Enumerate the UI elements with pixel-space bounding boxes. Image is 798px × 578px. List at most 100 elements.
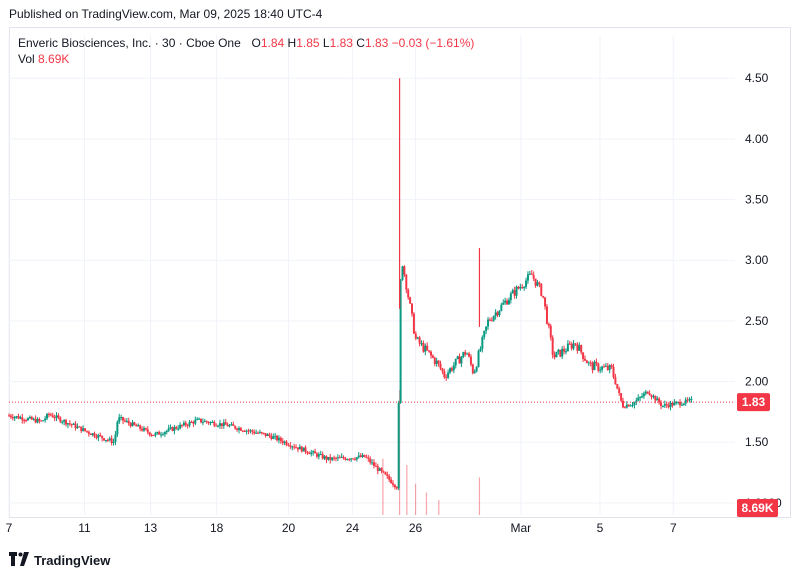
candle-body — [637, 397, 640, 401]
candle-body — [177, 428, 180, 430]
candle-body — [601, 366, 604, 370]
candle-body — [376, 466, 379, 471]
candle-body — [635, 400, 638, 403]
candle-body — [652, 396, 655, 398]
candle-body — [496, 312, 499, 316]
candle-body — [344, 458, 347, 460]
candle-body — [663, 404, 666, 406]
candle-body — [84, 428, 87, 431]
candle-body — [175, 427, 178, 429]
candle-body — [319, 454, 322, 456]
candle-body — [405, 274, 408, 290]
candle-body — [462, 352, 465, 358]
candle-body — [258, 432, 261, 434]
candle-body — [108, 438, 111, 441]
candle-body — [224, 422, 227, 425]
candle-body — [582, 352, 585, 359]
candle-body — [542, 295, 545, 298]
candle-body — [49, 414, 52, 416]
candle-body — [639, 397, 642, 399]
candle-body — [452, 365, 455, 371]
footer-brand[interactable]: TradingView — [9, 552, 110, 569]
candle-body — [276, 435, 279, 441]
candle-body — [591, 362, 594, 371]
candle-body — [568, 343, 571, 345]
candle-body — [215, 425, 218, 427]
candle-body — [47, 414, 50, 416]
candle-body — [646, 391, 649, 394]
candle-body — [201, 421, 204, 423]
candle-body — [570, 344, 573, 349]
candle-body — [517, 286, 520, 289]
candle-body — [302, 447, 305, 452]
candle-body — [544, 297, 547, 307]
candle-body — [97, 434, 100, 438]
time-tick-label: 13 — [144, 521, 158, 535]
candle-body — [125, 420, 128, 422]
candle-body — [420, 343, 423, 345]
candle-body — [144, 428, 147, 430]
price-tick-label: 2.50 — [745, 314, 769, 328]
candle-body — [648, 393, 651, 396]
candle-body — [431, 355, 434, 358]
candle-body — [300, 446, 303, 452]
candle-body — [397, 402, 400, 489]
candle-body — [283, 441, 286, 443]
candle-body — [270, 435, 273, 439]
candle-body — [390, 479, 393, 484]
candle-body — [614, 377, 617, 384]
candle-body — [171, 427, 174, 431]
candle-body — [190, 421, 193, 423]
candle-body — [667, 405, 670, 408]
candle-body — [321, 454, 324, 459]
candle-body — [257, 432, 260, 434]
candle-body — [424, 345, 427, 352]
volume-tag-label: 8.69K — [741, 501, 773, 515]
candle-body — [485, 326, 488, 331]
candle-body — [154, 433, 157, 436]
candle-body — [228, 425, 231, 427]
candle-body — [348, 459, 351, 461]
candle-body — [53, 417, 56, 419]
candle-body — [334, 457, 337, 459]
candle-body — [439, 363, 442, 369]
high-label: H — [287, 36, 297, 50]
candle-body — [403, 266, 406, 275]
candle-body — [595, 361, 598, 364]
price-tick-label: 4.50 — [745, 71, 769, 85]
candle-body — [112, 441, 115, 444]
close-label: C — [356, 36, 365, 50]
candle-body — [28, 417, 31, 419]
candle-body — [179, 424, 182, 429]
candle-body — [114, 434, 117, 442]
candle-body — [196, 418, 199, 420]
candle-body — [99, 434, 102, 436]
candle-body — [532, 274, 535, 279]
candle-body — [498, 310, 501, 316]
candle-body — [135, 424, 138, 427]
low-value: 1.83 — [329, 36, 353, 50]
candle-body — [333, 457, 336, 459]
candle-body — [536, 282, 539, 286]
candle-body — [110, 438, 113, 444]
candle-body — [137, 425, 140, 427]
candle-body — [583, 358, 586, 361]
candle-body — [401, 266, 404, 281]
open-value: 1.84 — [260, 36, 285, 50]
candle-body — [260, 432, 263, 434]
candle-body — [203, 420, 206, 422]
candle-body — [298, 446, 301, 450]
candle-body — [679, 401, 682, 406]
candle-body — [675, 402, 678, 404]
open-label: O — [251, 36, 261, 50]
candle-body — [355, 457, 358, 460]
price-tick-label: 1.50 — [745, 435, 769, 449]
candle-body — [620, 393, 623, 401]
candle-body — [656, 398, 659, 401]
time-tick-label: 5 — [597, 521, 604, 535]
candle-body — [192, 421, 195, 424]
candle-body — [469, 356, 472, 365]
candle-body — [57, 415, 60, 418]
candle-body — [76, 426, 79, 429]
